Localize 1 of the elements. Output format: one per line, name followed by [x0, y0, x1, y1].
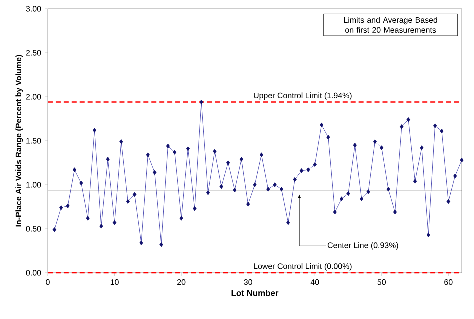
x-axis-title: Lot Number	[232, 290, 279, 296]
